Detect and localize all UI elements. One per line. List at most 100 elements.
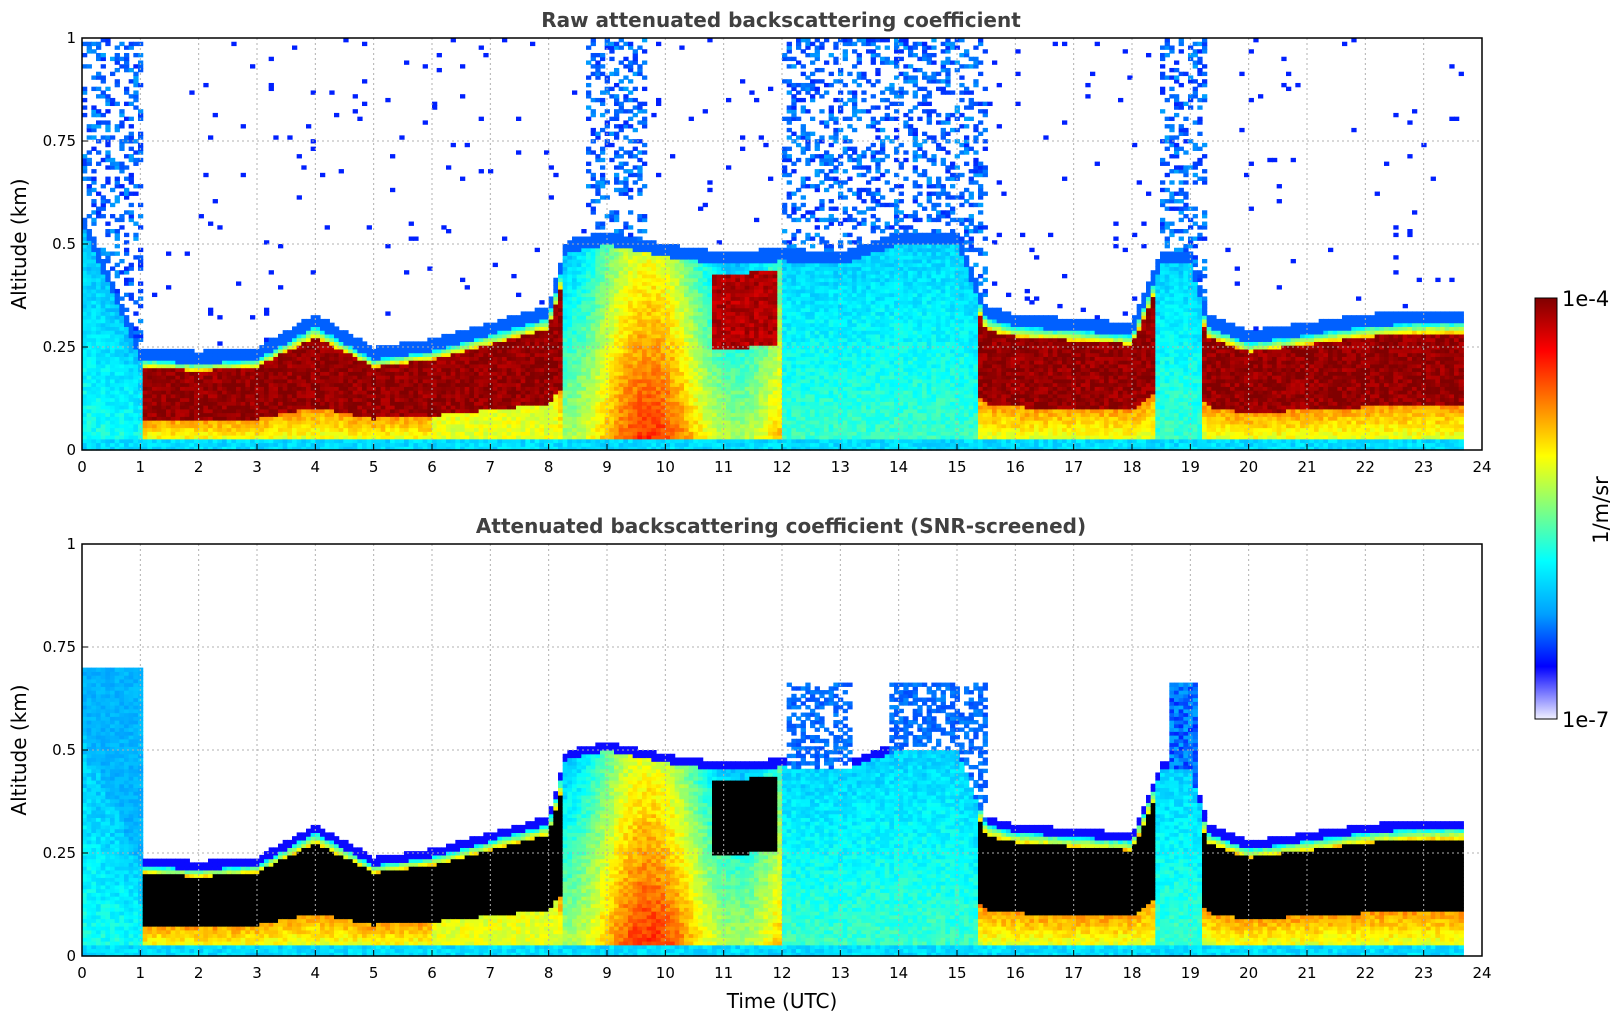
heatmap-cell xyxy=(614,176,620,181)
heatmap-cell xyxy=(450,442,456,447)
heatmap-cell xyxy=(478,446,484,451)
heatmap-cell xyxy=(595,75,601,80)
heatmap-cell xyxy=(558,266,564,271)
heatmap-cell xyxy=(124,292,130,298)
heatmap-cell xyxy=(469,326,475,331)
heatmap-cell xyxy=(474,326,480,331)
heatmap-cell xyxy=(376,431,382,436)
heatmap-cell xyxy=(119,64,125,69)
heatmap-cell xyxy=(581,348,587,354)
heatmap-cell xyxy=(478,412,484,417)
heatmap-cell xyxy=(632,60,638,65)
heatmap-cell xyxy=(156,420,162,425)
heatmap-cell xyxy=(198,382,204,387)
heatmap-cell xyxy=(264,345,270,350)
heatmap-cell xyxy=(128,322,134,327)
heatmap-cell xyxy=(161,375,167,380)
heatmap-cell xyxy=(142,356,148,361)
heatmap-cell xyxy=(450,333,456,339)
heatmap-cell xyxy=(315,423,321,429)
heatmap-cell xyxy=(609,393,615,399)
heatmap-cell xyxy=(96,52,102,58)
heatmap-cell xyxy=(273,352,279,357)
heatmap-cell xyxy=(502,236,508,241)
heatmap-cell xyxy=(441,348,447,354)
heatmap-cell xyxy=(184,405,190,410)
heatmap-cell xyxy=(156,382,162,387)
heatmap-cell xyxy=(567,315,573,320)
heatmap-cell xyxy=(450,427,456,432)
heatmap-cell xyxy=(413,423,419,429)
heatmap-cell xyxy=(338,371,344,376)
heatmap-cell xyxy=(427,266,433,271)
heatmap-cell xyxy=(82,165,88,170)
heatmap-cell xyxy=(114,401,120,406)
heatmap-cell xyxy=(478,423,484,429)
heatmap-cell xyxy=(100,412,106,417)
heatmap-cell xyxy=(595,225,601,230)
heatmap-cell xyxy=(614,292,620,298)
heatmap-cell xyxy=(278,345,284,350)
heatmap-cell xyxy=(464,423,470,429)
heatmap-cell xyxy=(133,94,139,99)
heatmap-cell xyxy=(91,375,97,380)
heatmap-cell xyxy=(343,356,349,361)
heatmap-cell xyxy=(413,420,419,425)
heatmap-cell xyxy=(614,180,620,185)
heatmap-cell xyxy=(590,127,596,133)
heatmap-cell xyxy=(441,393,447,399)
heatmap-cell xyxy=(156,423,162,429)
heatmap-cell xyxy=(91,431,97,436)
heatmap-cell xyxy=(497,326,503,331)
heatmap-cell xyxy=(329,348,335,354)
heatmap-cell xyxy=(506,416,512,421)
heatmap-cell xyxy=(567,356,573,361)
heatmap-cell xyxy=(637,356,643,361)
heatmap-cell xyxy=(212,420,218,425)
heatmap-cell xyxy=(264,307,270,313)
heatmap-cell xyxy=(86,337,92,342)
heatmap-cell xyxy=(450,367,456,372)
heatmap-cell xyxy=(226,442,232,447)
heatmap-cell xyxy=(436,416,442,421)
heatmap-cell xyxy=(161,382,167,387)
heatmap-cell xyxy=(408,371,414,376)
heatmap-cell xyxy=(366,408,372,414)
heatmap-cell xyxy=(404,401,410,406)
heatmap-cell xyxy=(338,345,344,350)
heatmap-cell xyxy=(497,378,503,384)
heatmap-cell xyxy=(595,307,601,313)
heatmap-cell xyxy=(133,442,139,447)
heatmap-cell xyxy=(105,41,111,47)
heatmap-cell xyxy=(170,405,176,410)
heatmap-cell xyxy=(175,408,181,414)
heatmap-cell xyxy=(147,442,153,447)
heatmap-cell xyxy=(427,345,433,350)
heatmap-cell xyxy=(455,416,461,421)
heatmap-cell xyxy=(637,352,643,357)
heatmap-cell xyxy=(567,281,573,286)
heatmap-cell xyxy=(497,390,503,395)
heatmap-cell xyxy=(268,352,274,357)
heatmap-cell xyxy=(254,360,260,365)
heatmap-cell xyxy=(352,390,358,395)
heatmap-cell xyxy=(576,408,582,414)
heatmap-cell xyxy=(506,356,512,361)
heatmap-cell xyxy=(138,60,144,65)
heatmap-cell xyxy=(567,352,573,357)
heatmap-cell xyxy=(189,442,195,447)
heatmap-cell xyxy=(637,262,643,268)
heatmap-cell xyxy=(460,375,466,380)
heatmap-cell xyxy=(366,412,372,417)
heatmap-cell xyxy=(278,386,284,391)
heatmap-cell xyxy=(240,420,246,425)
heatmap-cell xyxy=(390,401,396,406)
heatmap-cell xyxy=(357,356,363,361)
heatmap-cell xyxy=(520,311,526,316)
heatmap-cell xyxy=(525,431,531,436)
heatmap-cell xyxy=(100,300,106,305)
heatmap-cell xyxy=(86,341,92,346)
heatmap-cell xyxy=(506,371,512,376)
heatmap-cell xyxy=(614,337,620,342)
heatmap-cell xyxy=(618,348,624,354)
